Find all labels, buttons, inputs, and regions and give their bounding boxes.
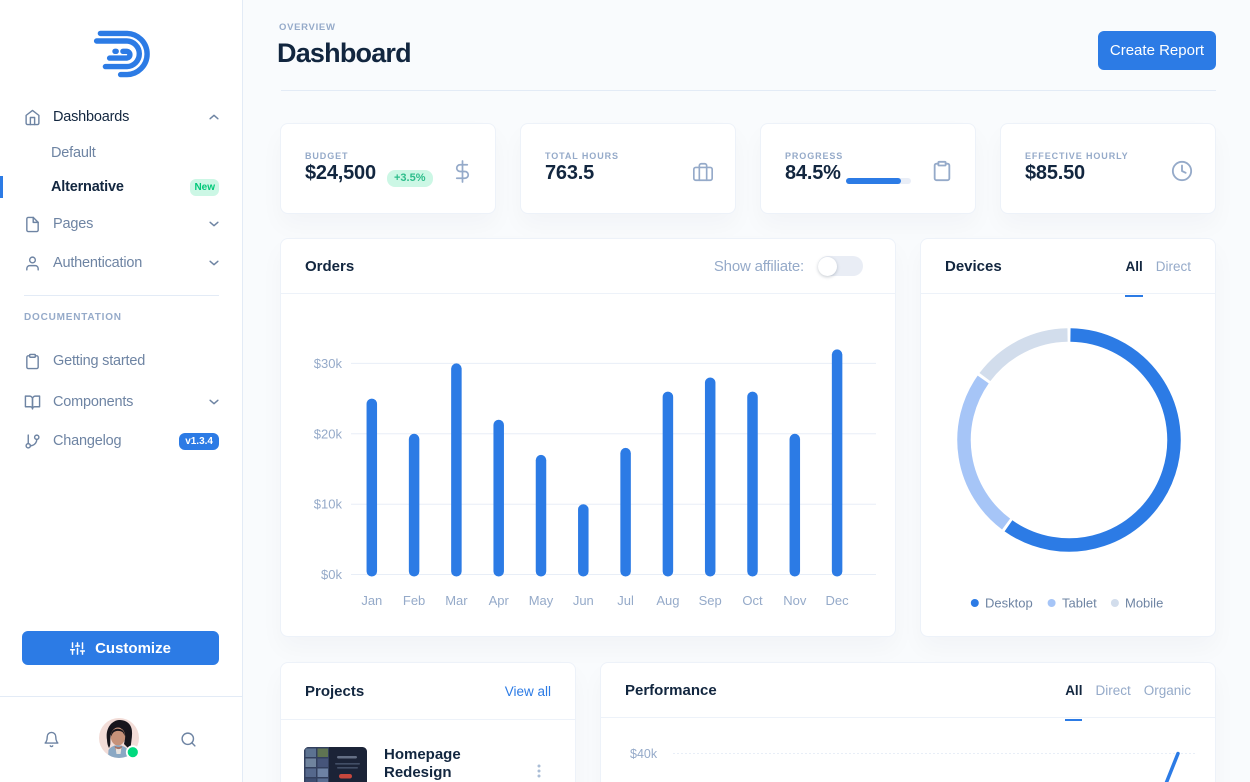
svg-text:Dec: Dec xyxy=(826,593,850,608)
svg-text:Jun: Jun xyxy=(573,593,594,608)
svg-text:$10k: $10k xyxy=(314,497,343,512)
svg-text:$30k: $30k xyxy=(314,356,343,371)
svg-text:Mar: Mar xyxy=(445,593,468,608)
svg-text:Oct: Oct xyxy=(742,593,763,608)
svg-text:Jan: Jan xyxy=(361,593,382,608)
svg-text:Aug: Aug xyxy=(656,593,679,608)
svg-text:$40k: $40k xyxy=(630,747,658,761)
svg-text:Tablet: Tablet xyxy=(1062,596,1097,611)
svg-text:Nov: Nov xyxy=(783,593,807,608)
svg-text:Apr: Apr xyxy=(489,593,510,608)
svg-text:Sep: Sep xyxy=(699,593,722,608)
svg-text:Feb: Feb xyxy=(403,593,425,608)
svg-text:$20k: $20k xyxy=(314,426,343,441)
svg-text:Mobile: Mobile xyxy=(1125,596,1163,611)
svg-text:May: May xyxy=(529,593,554,608)
svg-text:$0k: $0k xyxy=(321,567,342,582)
svg-text:Jul: Jul xyxy=(617,593,634,608)
svg-text:Desktop: Desktop xyxy=(985,596,1033,611)
